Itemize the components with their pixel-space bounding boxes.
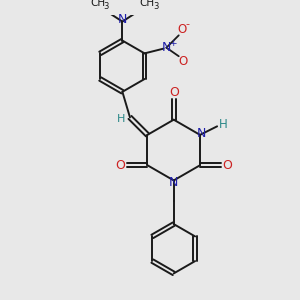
- Text: O: O: [223, 159, 232, 172]
- Text: CH: CH: [90, 0, 105, 8]
- Text: H: H: [117, 114, 126, 124]
- Text: O: O: [178, 56, 187, 68]
- Text: N: N: [169, 176, 178, 189]
- Text: O: O: [115, 159, 125, 172]
- Text: CH: CH: [140, 0, 154, 8]
- Text: N: N: [162, 41, 171, 54]
- Text: O: O: [177, 23, 186, 36]
- Text: N: N: [197, 128, 207, 140]
- Text: 3: 3: [153, 2, 158, 11]
- Text: +: +: [169, 39, 177, 48]
- Text: N: N: [118, 13, 127, 26]
- Text: -: -: [185, 19, 189, 29]
- Text: H: H: [219, 118, 228, 131]
- Text: O: O: [169, 86, 179, 99]
- Text: 3: 3: [103, 2, 109, 11]
